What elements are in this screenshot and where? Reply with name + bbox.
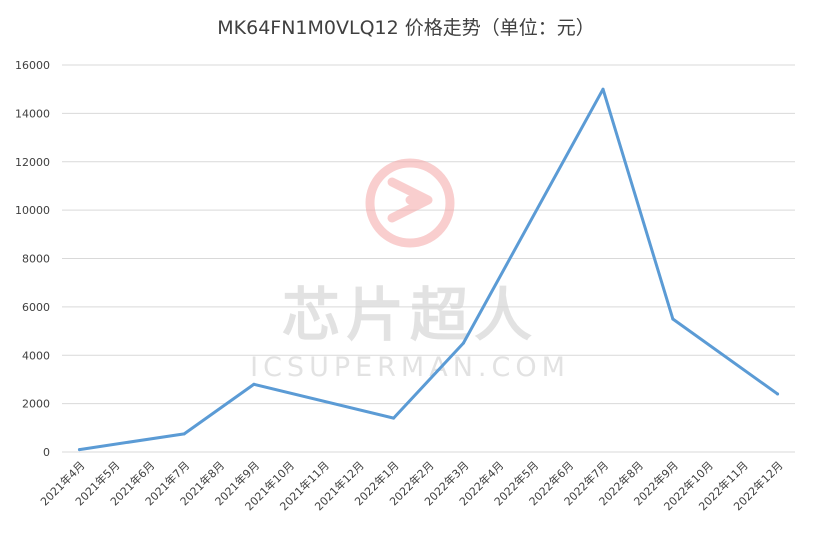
watermark-logo-icon [365, 158, 455, 248]
data-point [252, 382, 256, 386]
data-point [392, 416, 396, 420]
data-point [461, 341, 465, 345]
watermark: 芯片超人 ICSUPERMAN.COM [250, 158, 570, 383]
data-point [601, 87, 605, 91]
y-tick-label: 0 [43, 446, 50, 459]
y-axis-ticks: 0 2000 4000 6000 8000 10000 12000 14000 16000 [15, 59, 50, 459]
y-tick-label: 4000 [22, 349, 50, 362]
data-point [671, 317, 675, 321]
chart-title: MK64FN1M0VLQ12 价格走势（单位：元） [217, 17, 595, 39]
data-point [776, 392, 780, 396]
y-tick-label: 16000 [15, 59, 50, 72]
data-point [77, 448, 81, 452]
series-layer [77, 87, 780, 452]
data-point [182, 432, 186, 436]
y-tick-label: 8000 [22, 253, 50, 266]
y-tick-label: 2000 [22, 398, 50, 411]
y-tick-label: 6000 [22, 301, 50, 314]
watermark-en: ICSUPERMAN.COM [250, 352, 570, 383]
watermark-cn: 芯片超人 [282, 281, 538, 349]
y-tick-label: 14000 [15, 107, 50, 120]
y-tick-label: 10000 [15, 204, 50, 217]
gridlines [62, 64, 795, 453]
series-line [77, 87, 780, 452]
x-axis-ticks: 2021年4月2021年5月2021年6月2021年7月2021年8月2021年… [37, 458, 785, 513]
y-tick-label: 12000 [15, 156, 50, 169]
